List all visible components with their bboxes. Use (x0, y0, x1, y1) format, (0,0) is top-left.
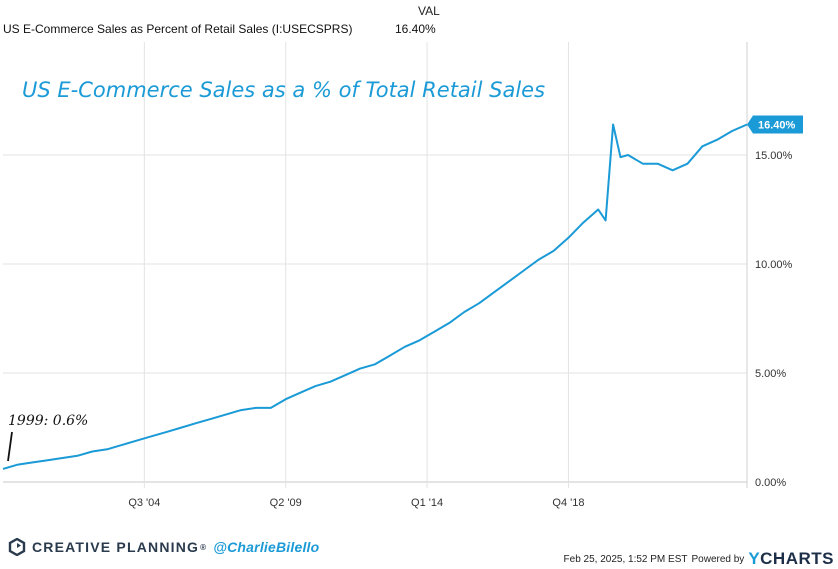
ycharts-logo-rest: CHARTS (760, 549, 834, 568)
creative-planning-brand: CREATIVE PLANNING ® @CharlieBilello (8, 538, 319, 556)
end-value-badge-shape (747, 115, 803, 134)
legend-series-name: US E-Commerce Sales as Percent of Retail… (3, 22, 353, 36)
x-tick-labels: Q3 '04 Q2 '09 Q1 '14 Q4 '18 (128, 497, 584, 509)
start-annotation: 1999: 0.6% (8, 413, 88, 429)
end-value-badge-label: 16.40% (758, 119, 796, 131)
x-tick-label: Q3 '04 (128, 497, 160, 509)
brand-name: CREATIVE PLANNING (32, 539, 200, 555)
ycharts-logo-y: Y (748, 549, 761, 568)
brand-trademark: ® (200, 542, 208, 552)
ycharts-logo: YCHARTS (748, 549, 834, 569)
footer-attribution: Feb 25, 2025, 1:52 PM EST Powered by YCH… (564, 549, 834, 569)
x-tick-label: Q2 '09 (270, 497, 302, 509)
end-value-badge: 16.40% (747, 115, 803, 134)
legend-header: VAL (418, 4, 440, 18)
powered-by-label: Powered by (691, 553, 745, 565)
series-line-usecsprs (2, 123, 748, 470)
legend-series-value: 16.40% (395, 22, 436, 36)
start-annotation-arrow (7, 431, 13, 462)
y-tick-label: 5.00% (755, 368, 786, 380)
gridlines (3, 42, 747, 488)
chart-title: US E-Commerce Sales as a % of Total Reta… (22, 78, 545, 102)
x-tick-label: Q1 '14 (411, 497, 443, 509)
y-tick-label: 10.00% (755, 259, 793, 271)
y-tick-label: 0.00% (755, 477, 786, 489)
y-tick-labels: 0.00% 5.00% 10.00% 15.00% (755, 150, 793, 489)
timestamp: Feb 25, 2025, 1:52 PM EST (563, 553, 688, 565)
creative-planning-logo-icon (8, 538, 26, 556)
author-handle: @CharlieBilello (213, 539, 320, 555)
y-tick-label: 15.00% (755, 150, 793, 162)
x-tick-label: Q4 '18 (552, 497, 584, 509)
